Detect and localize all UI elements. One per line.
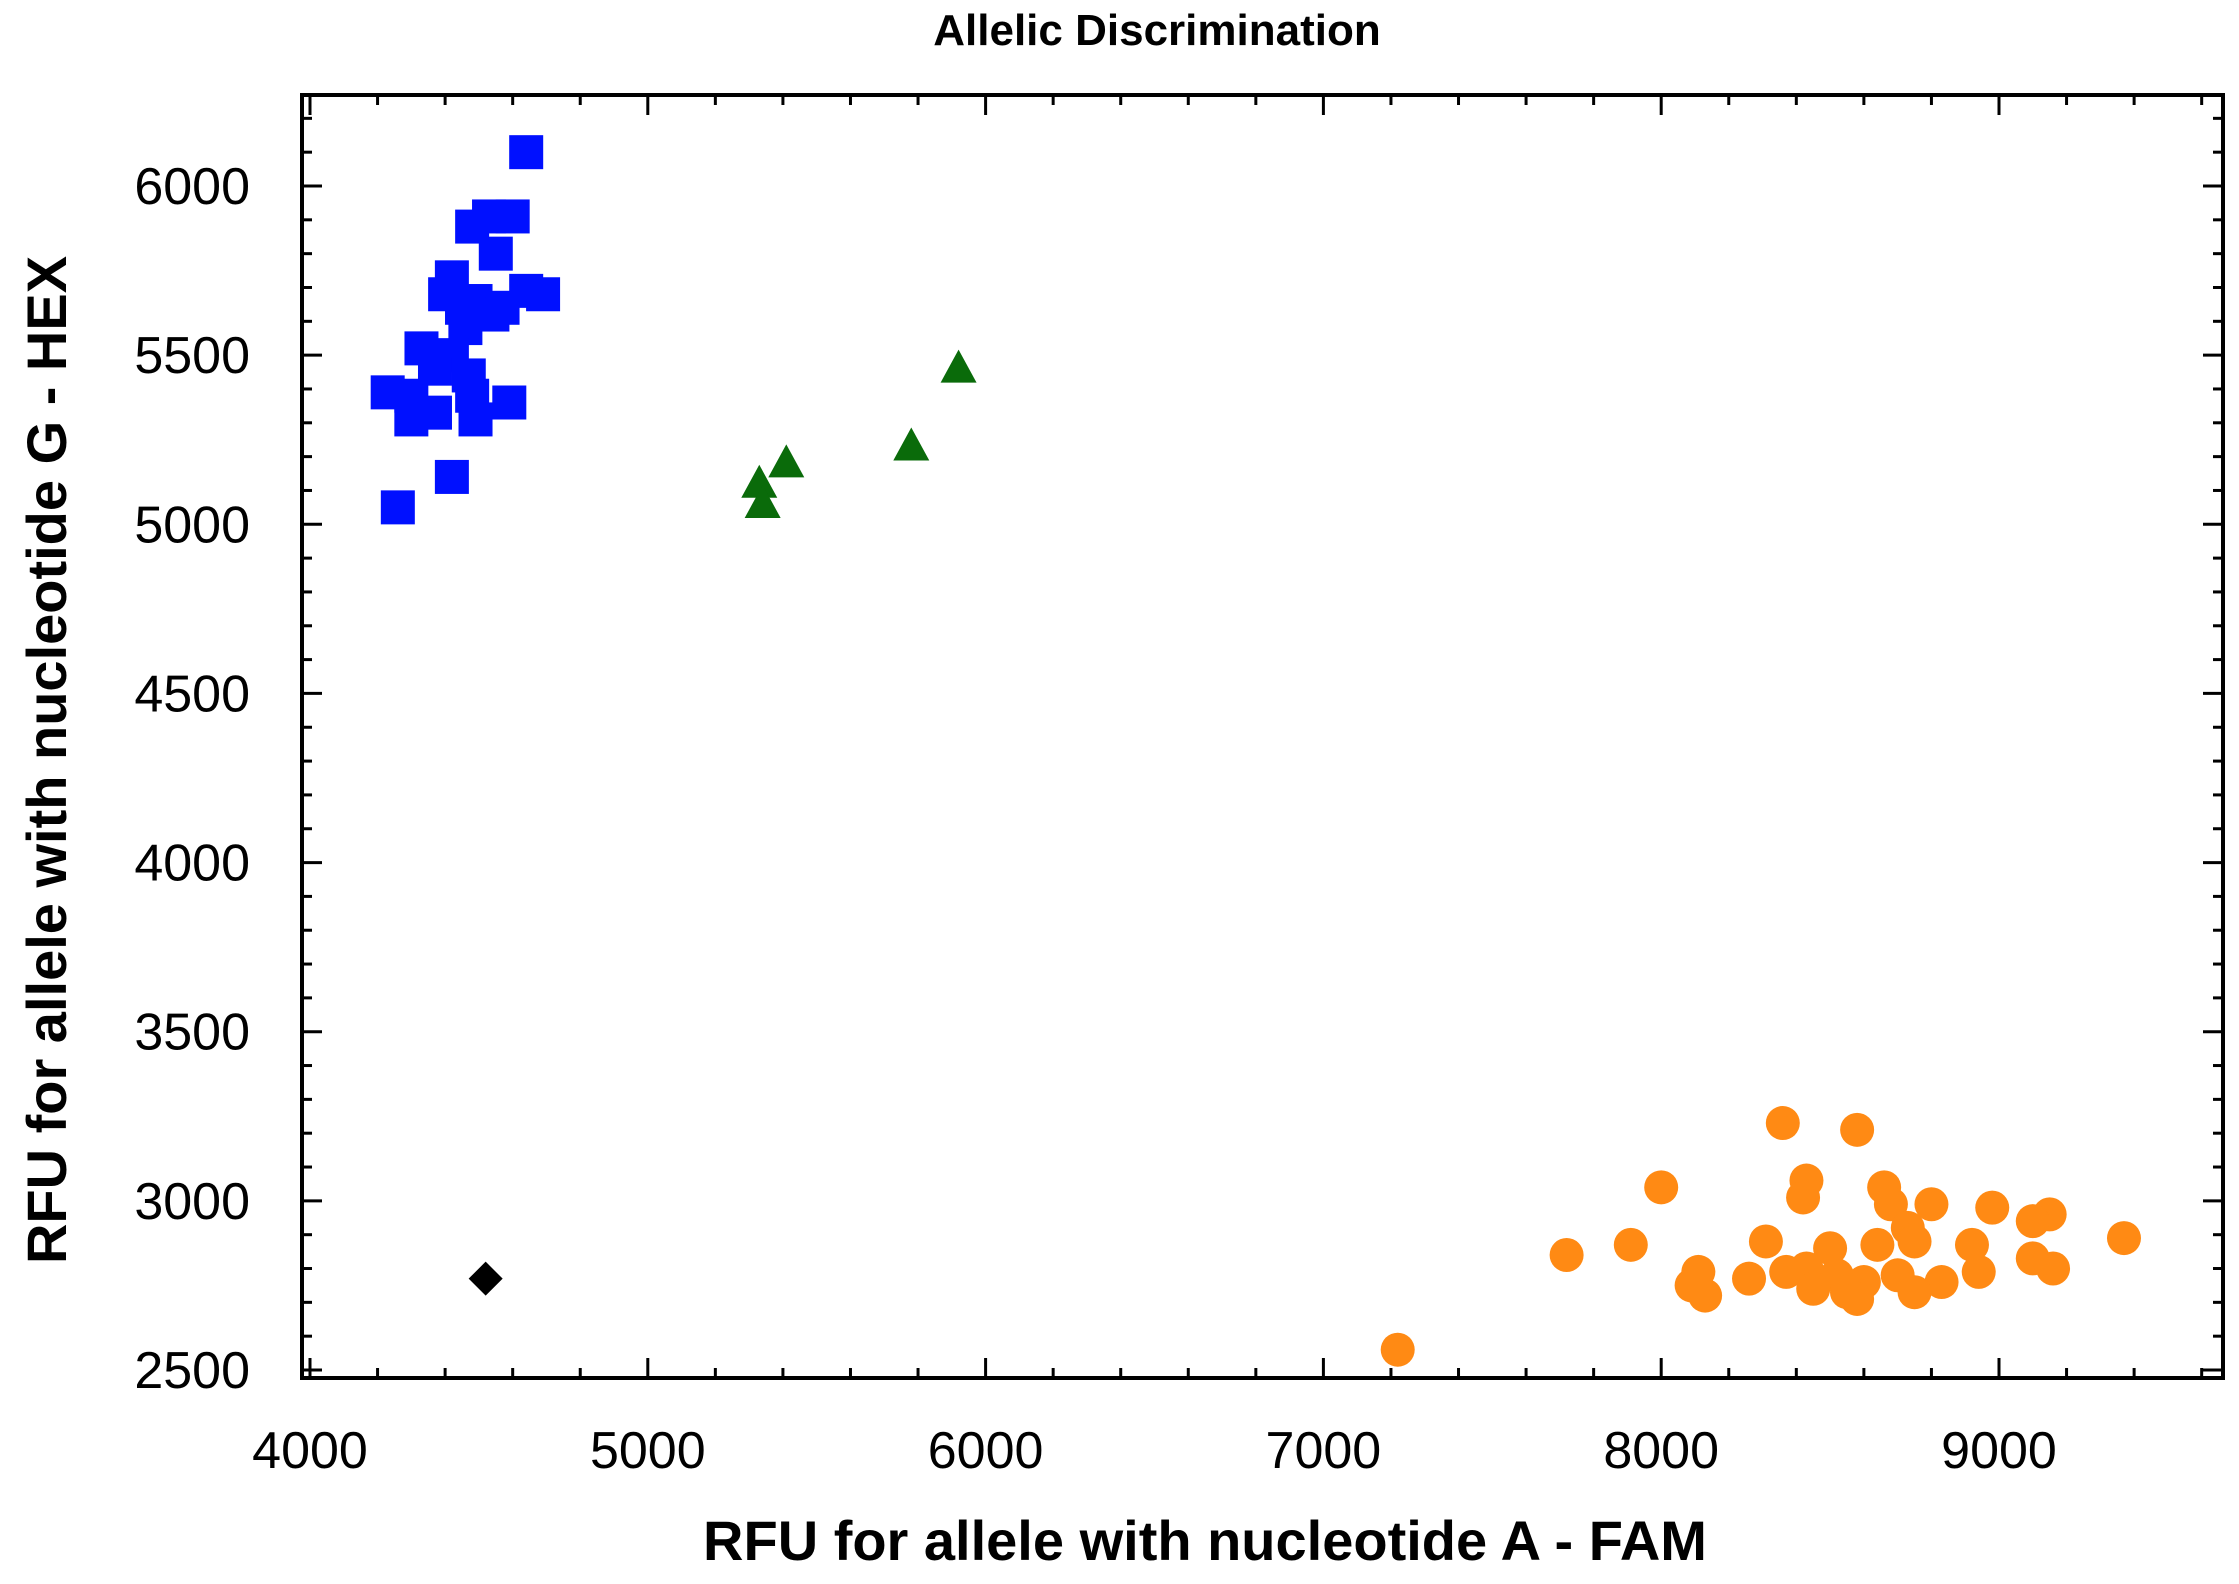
diamond-point xyxy=(468,1261,503,1296)
x-axis-ticks: 4000 5000 6000 7000 8000 9000 xyxy=(252,95,2204,1480)
y-tick-label: 3000 xyxy=(134,1173,250,1231)
x-tick-label: 5000 xyxy=(590,1422,706,1480)
square-point xyxy=(417,395,452,430)
series-square xyxy=(370,135,561,525)
x-tick-label: 6000 xyxy=(928,1422,1044,1480)
y-tick-label: 5500 xyxy=(134,327,250,385)
circle-point xyxy=(1860,1227,1895,1262)
circle-point xyxy=(1688,1278,1723,1313)
circle-point xyxy=(1914,1187,1949,1222)
circle-point xyxy=(1380,1332,1415,1367)
x-tick-label: 7000 xyxy=(1266,1422,1382,1480)
y-tick-label: 4000 xyxy=(134,835,250,893)
square-point xyxy=(492,385,527,420)
y-tick-label: 6000 xyxy=(134,158,250,216)
y-axis-label: RFU for allele with nucleotide G - HEX xyxy=(15,256,78,1264)
triangle-point xyxy=(940,349,977,383)
triangle-point xyxy=(768,444,805,478)
y-axis-ticks: 2500 3000 3500 4000 4500 5000 5500 6000 xyxy=(134,116,2223,1400)
y-tick-label: 2500 xyxy=(134,1342,250,1400)
series-circle xyxy=(1380,1106,2141,1367)
circle-point xyxy=(1813,1231,1848,1266)
circle-point xyxy=(1897,1224,1932,1259)
y-tick-label: 5000 xyxy=(134,496,250,554)
x-axis-label: RFU for allele with nucleotide A - FAM xyxy=(703,1509,1707,1572)
circle-point xyxy=(1873,1187,1908,1222)
square-point xyxy=(434,459,469,494)
triangle-point xyxy=(741,464,778,498)
circle-point xyxy=(1796,1271,1831,1306)
circle-point xyxy=(1765,1106,1800,1141)
circle-point xyxy=(2106,1221,2141,1256)
x-tick-label: 9000 xyxy=(1941,1422,2057,1480)
square-point xyxy=(380,490,415,525)
series-triangle xyxy=(741,349,977,518)
y-tick-label: 4500 xyxy=(134,665,250,723)
chart-title: Allelic Discrimination xyxy=(933,6,1380,55)
data-points xyxy=(370,135,2141,1367)
circle-point xyxy=(1786,1180,1821,1215)
circle-point xyxy=(1954,1227,1989,1262)
square-point xyxy=(509,135,544,170)
circle-point xyxy=(1732,1261,1767,1296)
circle-point xyxy=(2015,1204,2050,1239)
circle-point xyxy=(1975,1190,2010,1225)
circle-point xyxy=(1840,1112,1875,1147)
square-point xyxy=(458,402,493,437)
square-point xyxy=(526,277,561,312)
circle-point xyxy=(1613,1227,1648,1262)
circle-point xyxy=(1644,1170,1679,1205)
plot-frame xyxy=(300,93,2225,1380)
circle-point xyxy=(2036,1251,2071,1286)
circle-point xyxy=(1549,1237,1584,1272)
circle-point xyxy=(1748,1224,1783,1259)
square-point xyxy=(478,236,513,271)
circle-point xyxy=(1924,1265,1959,1300)
series-diamond xyxy=(468,1261,503,1296)
circle-point xyxy=(1897,1275,1932,1310)
circle-point xyxy=(1840,1281,1875,1316)
triangle-point xyxy=(893,427,930,461)
circle-point xyxy=(1961,1254,1996,1289)
triangle-point xyxy=(744,484,781,518)
x-tick-label: 8000 xyxy=(1603,1422,1719,1480)
x-tick-label: 4000 xyxy=(252,1422,368,1480)
y-tick-label: 3500 xyxy=(134,1004,250,1062)
